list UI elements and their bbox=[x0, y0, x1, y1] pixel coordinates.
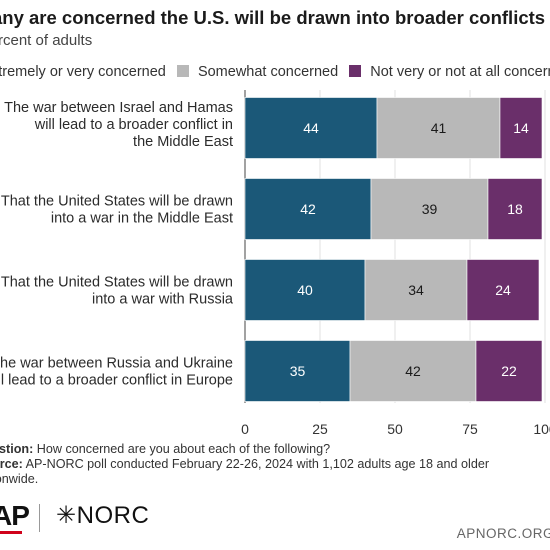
data-label: 42 bbox=[405, 363, 421, 379]
data-label: 41 bbox=[431, 120, 447, 136]
chart-title: any are concerned the U.S. will be drawn… bbox=[0, 7, 546, 28]
legend-label-very: xtremely or very concerned bbox=[0, 64, 166, 80]
x-tick-label: 25 bbox=[312, 421, 328, 437]
x-tick-label: 0 bbox=[241, 421, 249, 437]
legend-item-somewhat: Somewhat concerned bbox=[176, 64, 339, 80]
category-label-line: That the United States will be drawn bbox=[1, 194, 233, 210]
data-label: 35 bbox=[290, 363, 306, 379]
data-label: 18 bbox=[507, 201, 523, 217]
category-label-line: the Middle East bbox=[133, 134, 233, 150]
source-note-cont: ionwide. bbox=[0, 472, 39, 486]
data-label: 22 bbox=[501, 363, 517, 379]
data-label: 24 bbox=[495, 282, 511, 298]
data-label: 42 bbox=[300, 201, 316, 217]
category-label-line: into a war in the Middle East bbox=[51, 211, 233, 227]
source-note: urce: AP-NORC poll conducted February 22… bbox=[0, 457, 550, 472]
category-label-line: at the war between Russia and Ukraine bbox=[0, 356, 233, 372]
category-label-line: into a war with Russia bbox=[92, 292, 234, 308]
legend-label-not: Not very or not at all concern bbox=[370, 64, 550, 80]
bar-segment bbox=[244, 340, 351, 402]
site-url: APNORC.ORG bbox=[456, 526, 550, 541]
category-label-line: will lead to a broader conflict in bbox=[34, 117, 233, 133]
category-label: at the war between Russia and Ukraine wil… bbox=[0, 356, 233, 389]
legend-swatch-somewhat bbox=[176, 65, 189, 77]
legend-item-very: xtremely or very concerned bbox=[0, 64, 166, 80]
chart-subtitle: rcent of adults bbox=[0, 32, 93, 49]
chart-legend: xtremely or very concerned Somewhat conc… bbox=[0, 64, 550, 80]
question-text: How concerned are you about each of the … bbox=[33, 442, 331, 456]
data-label: 40 bbox=[297, 282, 313, 298]
x-tick-label: 50 bbox=[387, 421, 403, 437]
data-label: 14 bbox=[513, 120, 529, 136]
x-tick-label: 75 bbox=[462, 421, 478, 437]
data-label: 34 bbox=[408, 282, 424, 298]
data-label: 39 bbox=[422, 201, 438, 217]
bar-segment bbox=[370, 178, 489, 240]
bar-segment bbox=[475, 340, 543, 402]
data-label: 44 bbox=[303, 120, 319, 136]
bar-segment bbox=[499, 97, 543, 159]
category-label-line: will lead to a broader conflict in Europ… bbox=[0, 373, 233, 389]
legend-item-not: Not very or not at all concern bbox=[349, 64, 550, 80]
category-label: The war between Israel and Hamas will lea… bbox=[4, 100, 233, 150]
norc-logo: ✳NORC bbox=[56, 502, 150, 529]
question-label: estion: bbox=[0, 442, 34, 456]
legend-swatch-not bbox=[349, 65, 362, 77]
source-text: AP-NORC poll conducted February 22-26, 2… bbox=[22, 457, 490, 471]
chart-footer: estion: How concerned are you about each… bbox=[0, 442, 550, 487]
question-note: estion: How concerned are you about each… bbox=[0, 442, 550, 457]
ap-logo-underline bbox=[0, 531, 22, 534]
category-label-line: The war between Israel and Hamas bbox=[4, 100, 233, 116]
bar-segment bbox=[244, 97, 378, 159]
bar-segment bbox=[487, 178, 543, 240]
bar-segment bbox=[349, 340, 477, 402]
category-label-line: That the United States will be drawn bbox=[1, 275, 233, 291]
bar-segment bbox=[466, 259, 540, 321]
category-label: That the United States will be drawn into… bbox=[1, 275, 234, 308]
bar-segment bbox=[244, 259, 366, 321]
bar-segment bbox=[244, 178, 372, 240]
x-tick-label: 100 bbox=[533, 421, 550, 437]
category-label: That the United States will be drawn into… bbox=[1, 194, 233, 227]
logo-divider bbox=[39, 504, 40, 532]
ap-logo: AP bbox=[0, 500, 30, 531]
legend-label-somewhat: Somewhat concerned bbox=[197, 64, 339, 80]
branding: AP ✳NORC APNORC.ORG bbox=[0, 498, 550, 541]
source-label: urce: bbox=[0, 457, 23, 471]
